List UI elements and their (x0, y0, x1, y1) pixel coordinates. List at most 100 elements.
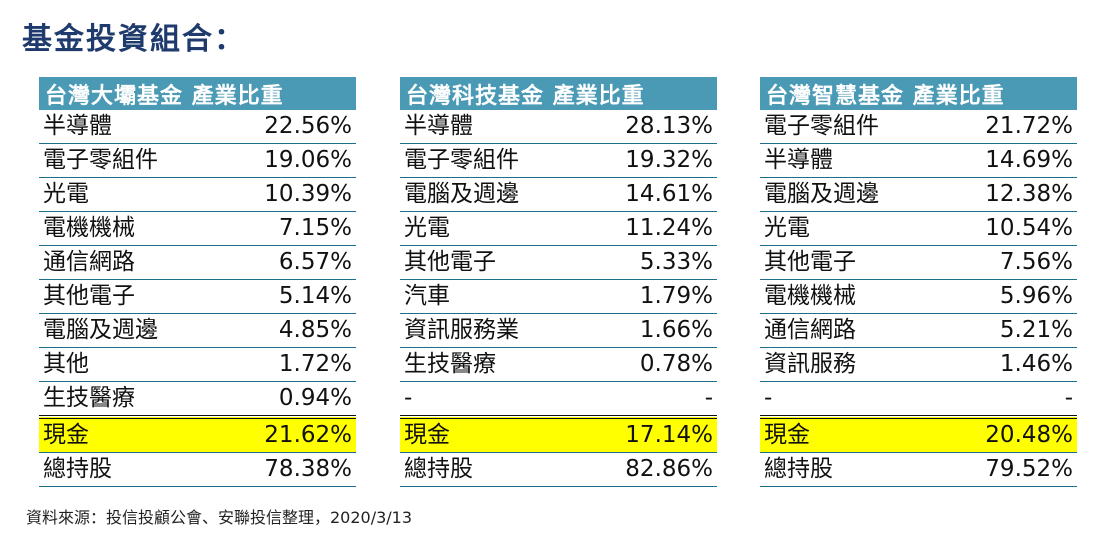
industry-name: 通信網路 (39, 245, 198, 280)
industry-name: 電腦及週邊 (400, 177, 559, 212)
industry-name: 其他 (39, 347, 198, 382)
industry-name: 半導體 (760, 143, 919, 178)
cash-label: 現金 (39, 417, 198, 453)
cash-weight: 21.62% (197, 417, 356, 453)
industry-name: 電腦及週邊 (760, 177, 919, 212)
table-row: 電腦及週邊 4.85% (39, 313, 356, 348)
industry-weight: 7.56% (918, 245, 1077, 280)
industry-weight: 1.79% (558, 279, 717, 314)
industry-weight: 6.57% (197, 245, 356, 280)
industry-weight: 19.06% (197, 143, 356, 178)
industry-weight: 1.66% (558, 313, 717, 348)
source-note: 資料來源：投信投顧公會、安聯投信整理，2020/3/13 (26, 508, 413, 527)
table-header-row: 台灣大壩基金 產業比重 (39, 77, 356, 110)
industry-name: 光電 (760, 211, 919, 246)
table-row: 半導體 28.13% (400, 110, 717, 144)
table-row: 電機機械 7.15% (39, 211, 356, 246)
table-row: 其他電子 7.56% (760, 245, 1077, 280)
industry-weight: 10.54% (918, 211, 1077, 246)
industry-weight: 21.72% (918, 110, 1077, 144)
industry-weight: 5.96% (918, 279, 1077, 314)
table-row: 其他電子 5.14% (39, 279, 356, 314)
industry-weight: 7.15% (197, 211, 356, 246)
industry-weight: 5.33% (558, 245, 717, 280)
industry-weight: 19.32% (558, 143, 717, 178)
table-header: 台灣大壩基金 產業比重 (39, 77, 356, 110)
industry-weight: 1.72% (197, 347, 356, 382)
industry-name: 半導體 (400, 110, 559, 144)
industry-name: 電子零組件 (39, 143, 198, 178)
industry-weight: 14.61% (558, 177, 717, 212)
industry-name: 其他電子 (400, 245, 559, 280)
industry-weight: 5.14% (197, 279, 356, 314)
industry-weight: 28.13% (558, 110, 717, 144)
table-row: -- (400, 381, 717, 419)
industry-weight: 22.56% (197, 110, 356, 144)
table-row: 半導體 22.56% (39, 110, 356, 144)
total-row: 總持股 82.86% (400, 452, 717, 487)
table-header: 台灣科技基金 產業比重 (400, 77, 717, 110)
industry-name: 汽車 (400, 279, 559, 314)
total-weight: 82.86% (558, 452, 717, 487)
total-row: 總持股 79.52% (760, 452, 1077, 487)
industry-name: - (760, 381, 919, 419)
table-row: 半導體 14.69% (760, 143, 1077, 178)
industry-name: 通信網路 (760, 313, 919, 348)
cash-row: 現金 21.62% (39, 417, 356, 453)
table-header-row: 台灣智慧基金 產業比重 (760, 77, 1077, 110)
industry-name: 生技醫療 (400, 347, 559, 382)
industry-name: 資訊服務業 (400, 313, 559, 348)
table-header-row: 台灣科技基金 產業比重 (400, 77, 717, 110)
industry-name: 資訊服務 (760, 347, 919, 382)
table-row: 電子零組件 19.32% (400, 143, 717, 178)
table-row: -- (760, 381, 1077, 419)
industry-name: 其他電子 (760, 245, 919, 280)
table-row: 生技醫療 0.94% (39, 381, 356, 419)
industry-name: 電機機械 (760, 279, 919, 314)
total-label: 總持股 (39, 452, 198, 487)
table-row: 電腦及週邊 12.38% (760, 177, 1077, 212)
industry-weight: 10.39% (197, 177, 356, 212)
table-row: 通信網路 6.57% (39, 245, 356, 280)
table-row: 生技醫療 0.78% (400, 347, 717, 382)
industry-name: 電腦及週邊 (39, 313, 198, 348)
cash-weight: 17.14% (558, 417, 717, 453)
industry-name: 光電 (39, 177, 198, 212)
industry-weight: 12.38% (918, 177, 1077, 212)
industry-weight: 11.24% (558, 211, 717, 246)
cash-row: 現金 20.48% (760, 417, 1077, 453)
industry-weight: 5.21% (918, 313, 1077, 348)
industry-name: 其他電子 (39, 279, 198, 314)
total-row: 總持股 78.38% (39, 452, 356, 487)
total-label: 總持股 (760, 452, 919, 487)
industry-weight: - (918, 381, 1077, 419)
cash-row: 現金 17.14% (400, 417, 717, 453)
industry-name: 半導體 (39, 110, 198, 144)
table-row: 汽車 1.79% (400, 279, 717, 314)
industry-weight: 0.94% (197, 381, 356, 419)
table-row: 其他電子 5.33% (400, 245, 717, 280)
table-row: 其他 1.72% (39, 347, 356, 382)
industry-name: 電機機械 (39, 211, 198, 246)
total-weight: 79.52% (918, 452, 1077, 487)
table-row: 通信網路 5.21% (760, 313, 1077, 348)
table-row: 光電 10.54% (760, 211, 1077, 246)
fund-table-taiwan-tech: 台灣科技基金 產業比重 半導體 28.13% 電子零組件 19.32% 電腦及週邊 1… (400, 77, 717, 487)
table-row: 資訊服務 1.46% (760, 347, 1077, 382)
industry-weight: 14.69% (918, 143, 1077, 178)
table-row: 電子零組件 19.06% (39, 143, 356, 178)
table-row: 電子零組件 21.72% (760, 110, 1077, 144)
cash-label: 現金 (760, 417, 919, 453)
table-header: 台灣智慧基金 產業比重 (760, 77, 1077, 110)
industry-weight: 0.78% (558, 347, 717, 382)
fund-table-taiwan-dapu: 台灣大壩基金 產業比重 半導體 22.56% 電子零組件 19.06% 光電 10.3… (39, 77, 356, 487)
industry-weight: 1.46% (918, 347, 1077, 382)
total-weight: 78.38% (197, 452, 356, 487)
cash-label: 現金 (400, 417, 559, 453)
industry-name: 生技醫療 (39, 381, 198, 419)
fund-table-taiwan-smart: 台灣智慧基金 產業比重 電子零組件 21.72% 半導體 14.69% 電腦及週邊 1… (760, 77, 1077, 487)
industry-name: 光電 (400, 211, 559, 246)
table-row: 光電 10.39% (39, 177, 356, 212)
industry-name: 電子零組件 (400, 143, 559, 178)
page-title: 基金投資組合： (22, 22, 246, 57)
